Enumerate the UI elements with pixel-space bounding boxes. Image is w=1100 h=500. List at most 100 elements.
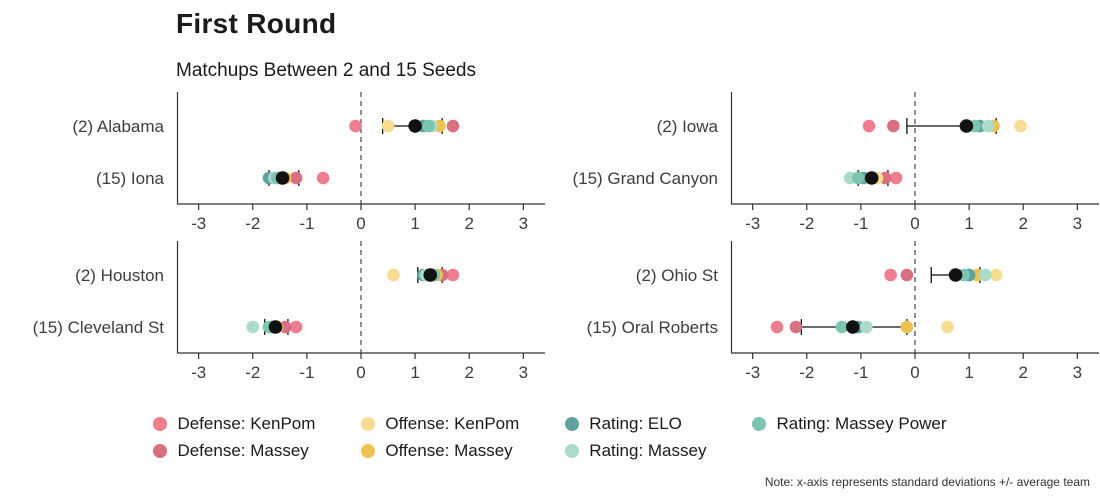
metric-dot-rating_massey <box>859 320 873 334</box>
legend-label: Rating: ELO <box>589 413 682 433</box>
x-tick-label: -3 <box>191 363 206 382</box>
legend-dot-icon <box>361 443 376 458</box>
legend-item: Rating: Massey Power <box>752 414 947 434</box>
team-label: (15) Iona <box>96 169 165 188</box>
footnote: Note: x-axis represents standard deviati… <box>764 475 1090 489</box>
x-tick-label: -2 <box>245 214 260 233</box>
x-tick-label: 2 <box>1019 363 1028 382</box>
mean-dot <box>408 119 422 133</box>
metric-dot-defense_kenpom <box>884 268 897 282</box>
panel-svg: -3 -2 -1 0 1 2 3 (2) Iowa (15) Grand Canyon <box>572 92 1099 233</box>
x-tick-label: -1 <box>299 363 314 382</box>
metric-dot-defense_massey <box>900 268 914 282</box>
x-tick-label: 3 <box>1073 363 1082 382</box>
metric-dot-offense_kenpom <box>381 119 395 133</box>
chart-panel-top-left: -3 -2 -1 0 1 2 3 (2) Alabama (15) Iona <box>0 86 545 233</box>
mean-dot <box>845 320 860 334</box>
legend-dot-icon <box>153 416 168 431</box>
x-tick-label: 1 <box>410 214 419 233</box>
x-tick-label: -1 <box>299 214 314 233</box>
metric-dot-offense_kenpom <box>387 268 400 282</box>
metric-dot-rating_massey <box>246 320 260 334</box>
panel-svg: -3 -2 -1 0 1 2 3 (2) Alabama (15) Iona <box>72 92 545 233</box>
legend-label: Defense: KenPom <box>177 413 316 433</box>
x-tick-label: -3 <box>745 214 760 233</box>
metric-dot-defense_kenpom <box>316 171 330 185</box>
metric-dot-defense_kenpom <box>889 171 903 185</box>
mean-dot <box>275 171 290 185</box>
legend-item: Rating: ELO <box>565 414 706 434</box>
x-tick-label: 3 <box>1073 214 1082 233</box>
x-tick-label: 2 <box>465 363 474 382</box>
chart-title: First Round <box>176 8 337 39</box>
team-label: (2) Alabama <box>72 117 164 136</box>
legend-dot-icon <box>361 416 376 431</box>
metric-dot-offense_massey <box>900 320 914 334</box>
legend: Defense: KenPom Defense: Massey Offense: K… <box>0 410 1100 464</box>
mean-dot <box>268 320 283 334</box>
legend-dot-icon <box>752 416 767 431</box>
legend-label: Rating: Massey <box>589 440 707 460</box>
x-tick-label: 1 <box>410 363 419 382</box>
metric-dot-rating_massey <box>979 268 992 282</box>
metric-dot-offense_kenpom <box>941 320 954 334</box>
team-label: (15) Cleveland St <box>33 318 165 337</box>
metric-dot-rating_massey_power <box>835 320 849 334</box>
chart-subtitle: Matchups Between 2 and 15 Seeds <box>176 60 476 81</box>
chart-panel-top-right: -3 -2 -1 0 1 2 3 (2) Iowa (15) Grand Canyon <box>554 86 1099 233</box>
metric-dot-defense_kenpom <box>289 320 303 334</box>
panel-svg: -3 -2 -1 0 1 2 3 (2) Ohio St (15) Oral Roberts <box>587 241 1099 382</box>
legend-item: Defense: Massey <box>153 441 315 461</box>
x-tick-label: 0 <box>910 363 919 382</box>
legend-item: Offense: KenPom <box>361 414 519 434</box>
legend-grid: Defense: KenPom Defense: Massey Offense: K… <box>153 410 947 464</box>
x-tick-label: -3 <box>191 214 206 233</box>
metric-dot-defense_massey <box>446 119 460 133</box>
legend-item: Defense: KenPom <box>153 414 315 434</box>
metric-dot-defense_kenpom <box>770 320 784 334</box>
mean-dot <box>948 268 963 282</box>
metric-dot-defense_kenpom <box>349 119 362 133</box>
legend-label: Offense: Massey <box>385 440 513 460</box>
metric-dot-offense_kenpom <box>989 268 1003 282</box>
metric-dot-rating_massey <box>981 119 995 133</box>
panel-svg: -3 -2 -1 0 1 2 3 (2) Houston (15) Cleveland St <box>33 241 545 382</box>
team-label: (2) Iowa <box>657 117 719 136</box>
x-tick-label: -1 <box>853 214 868 233</box>
x-tick-label: 0 <box>356 214 365 233</box>
legend-label: Offense: KenPom <box>385 413 520 433</box>
team-label: (2) Houston <box>75 266 164 285</box>
metric-dot-rating_massey_power <box>422 119 435 133</box>
x-tick-label: -1 <box>853 363 868 382</box>
team-label: (15) Oral Roberts <box>587 318 718 337</box>
mean-dot <box>864 171 879 185</box>
metric-dot-defense_kenpom <box>446 268 460 282</box>
x-tick-label: 1 <box>964 214 973 233</box>
x-tick-label: -2 <box>245 363 260 382</box>
panels-grid: -3 -2 -1 0 1 2 3 (2) Alabama (15) Iona -3 -2 -1 0 1 2… <box>0 86 1099 382</box>
metric-dot-defense_massey <box>789 320 803 334</box>
mean-dot <box>959 119 974 133</box>
x-tick-label: -2 <box>799 214 814 233</box>
metric-dot-defense_massey <box>289 171 303 185</box>
x-tick-label: 2 <box>1019 214 1028 233</box>
legend-item: Offense: Massey <box>361 441 519 461</box>
x-tick-label: 0 <box>356 363 365 382</box>
chart-panel-bottom-right: -3 -2 -1 0 1 2 3 (2) Ohio St (15) Oral Roberts <box>554 235 1099 382</box>
legend-dot-icon <box>565 443 580 458</box>
metric-dot-rating_massey_power <box>851 171 865 185</box>
legend-label: Defense: Massey <box>177 440 309 460</box>
legend-item: Rating: Massey <box>565 441 706 461</box>
team-label: (15) Grand Canyon <box>572 169 718 188</box>
x-tick-label: 1 <box>964 363 973 382</box>
x-tick-label: -2 <box>799 363 814 382</box>
metric-dot-defense_massey <box>887 119 900 133</box>
legend-dot-icon <box>565 416 580 431</box>
legend-dot-icon <box>153 443 168 458</box>
mean-dot <box>423 268 438 282</box>
x-tick-label: 3 <box>519 214 528 233</box>
x-tick-label: 2 <box>465 214 474 233</box>
x-tick-label: -3 <box>745 363 760 382</box>
x-tick-label: 3 <box>519 363 528 382</box>
x-tick-label: 0 <box>910 214 919 233</box>
